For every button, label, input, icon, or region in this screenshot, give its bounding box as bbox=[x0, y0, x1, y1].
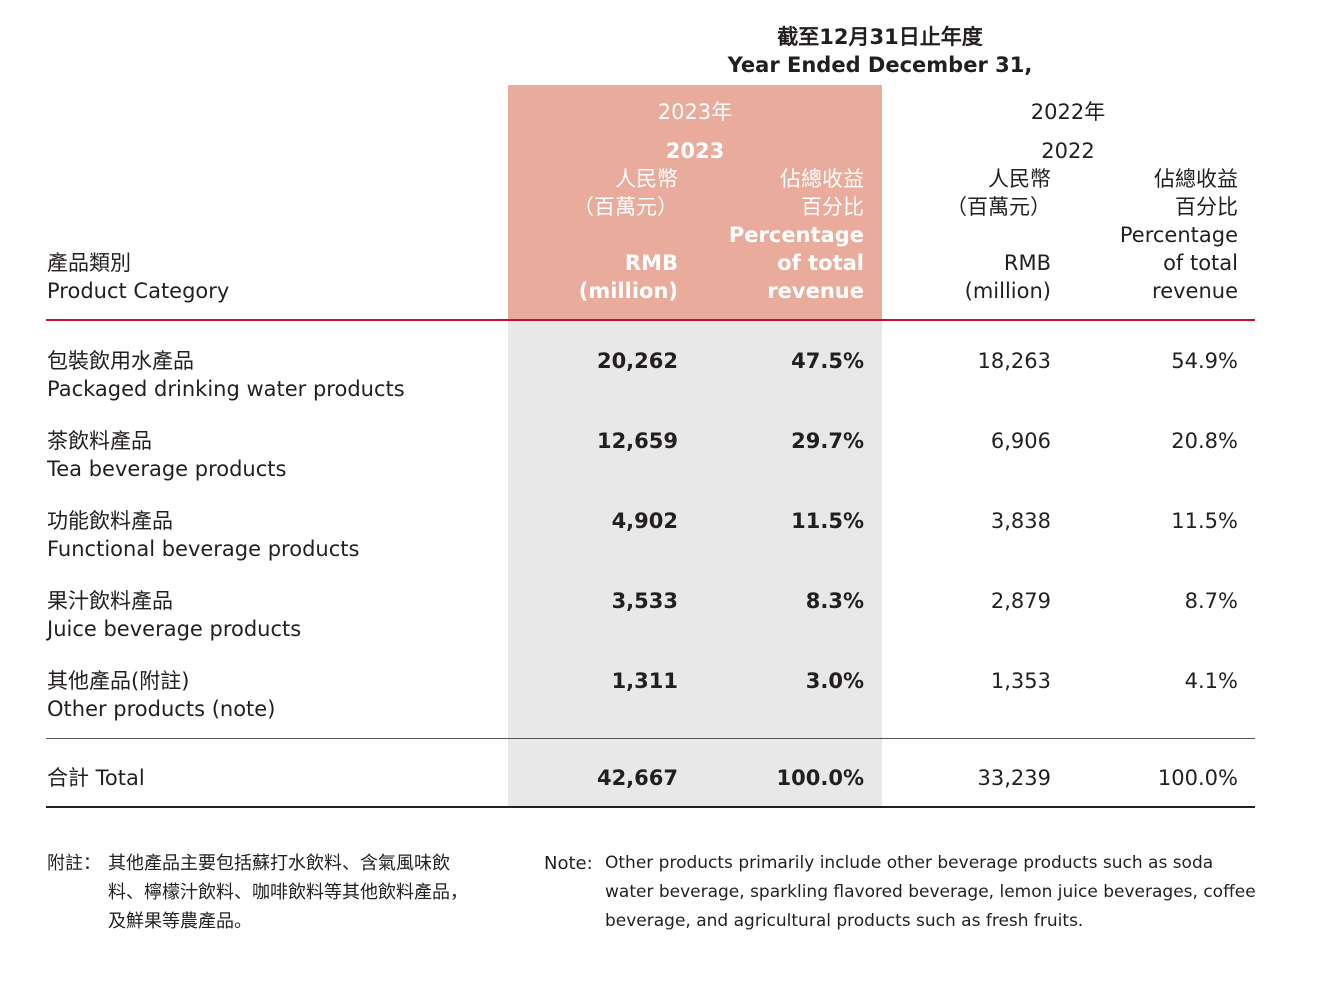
total-label: 合計 Total bbox=[47, 766, 145, 790]
row-rmb-2022: 3,838 bbox=[990, 509, 1051, 533]
table-row: 包裝飲用水產品 Packaged drinking water products… bbox=[0, 347, 1329, 407]
row-rmb-2023: 3,533 bbox=[611, 589, 678, 613]
row-pct-2023: 11.5% bbox=[791, 509, 864, 533]
row-rmb-2022: 6,906 bbox=[990, 429, 1051, 453]
rmb-2022-label-en1: RMB bbox=[1003, 251, 1051, 275]
year-2023-body-shade bbox=[508, 321, 882, 807]
year-2022-zh: 2022年 bbox=[1030, 100, 1106, 124]
note-zh-line1: 其他產品主要包括蘇打水飲料、含氣風味飲 bbox=[108, 853, 450, 874]
rmb-2023-label-en2: (million) bbox=[578, 279, 678, 303]
row-label-en: Functional beverage products bbox=[47, 537, 360, 561]
row-label-zh: 包裝飲用水產品 bbox=[47, 349, 194, 373]
year-2023-en: 2023 bbox=[665, 139, 725, 163]
table-row: 茶飲料產品 Tea beverage products 12,659 29.7%… bbox=[0, 427, 1329, 487]
note-en-line2: water beverage, sparkling flavored bever… bbox=[605, 882, 1256, 902]
row-pct-2023: 3.0% bbox=[805, 669, 864, 693]
pct-2023-label-en2: of total bbox=[777, 251, 864, 275]
row-pct-2022: 20.8% bbox=[1171, 429, 1238, 453]
category-header-zh: 產品類別 bbox=[47, 251, 131, 275]
rmb-2022-label-zh2: （百萬元） bbox=[946, 195, 1051, 219]
row-pct-2022: 54.9% bbox=[1171, 349, 1238, 373]
pct-2023-label-zh1: 佔總收益 bbox=[780, 167, 864, 191]
note-en-prefix: Note: bbox=[544, 853, 593, 874]
row-pct-2022: 8.7% bbox=[1184, 589, 1238, 613]
pct-2022-label-en3: revenue bbox=[1152, 279, 1238, 303]
row-pct-2022: 4.1% bbox=[1184, 669, 1238, 693]
total-pct-2023: 100.0% bbox=[776, 766, 864, 790]
year-2022-en: 2022 bbox=[1041, 139, 1095, 163]
period-header-en: Year Ended December 31, bbox=[727, 53, 1033, 77]
header-rule bbox=[46, 319, 1255, 321]
period-header-zh: 截至12月31日止年度 bbox=[777, 25, 983, 49]
row-label-en: Packaged drinking water products bbox=[47, 377, 405, 401]
note-zh-line2: 料、檸檬汁飲料、咖啡飲料等其他飲料產品， bbox=[108, 882, 468, 903]
row-pct-2023: 8.3% bbox=[805, 589, 864, 613]
pct-2023-label-zh2: 百分比 bbox=[801, 195, 864, 219]
total-rule bbox=[46, 738, 1255, 739]
total-rmb-2022: 33,239 bbox=[977, 766, 1051, 790]
row-label-en: Other products (note) bbox=[47, 697, 276, 721]
table-row: 果汁飲料產品 Juice beverage products 3,533 8.3… bbox=[0, 587, 1329, 647]
rmb-2022-label-zh1: 人民幣 bbox=[988, 167, 1051, 191]
table-row: 功能飲料產品 Functional beverage products 4,90… bbox=[0, 507, 1329, 567]
row-rmb-2022: 2,879 bbox=[990, 589, 1051, 613]
note-en-line1: Other products primarily include other b… bbox=[605, 853, 1214, 873]
rmb-2023-label-zh1: 人民幣 bbox=[615, 167, 678, 191]
rmb-2023-label-en1: RMB bbox=[624, 251, 678, 275]
row-rmb-2023: 20,262 bbox=[596, 349, 678, 373]
total-pct-2022: 100.0% bbox=[1157, 766, 1238, 790]
row-rmb-2023: 1,311 bbox=[611, 669, 678, 693]
rmb-2023-label-zh2: （百萬元） bbox=[573, 195, 678, 219]
total-rmb-2023: 42,667 bbox=[596, 766, 678, 790]
row-pct-2023: 47.5% bbox=[791, 349, 864, 373]
row-label-en: Tea beverage products bbox=[47, 457, 287, 481]
total-row: 合計 Total 42,667 100.0% 33,239 100.0% bbox=[0, 764, 1329, 794]
row-rmb-2023: 12,659 bbox=[596, 429, 678, 453]
table-row: 其他產品(附註) Other products (note) 1,311 3.0… bbox=[0, 667, 1329, 727]
year-2023-header-shade bbox=[508, 85, 882, 321]
row-label-en: Juice beverage products bbox=[47, 617, 302, 641]
pct-2022-label-en2: of total bbox=[1163, 251, 1238, 275]
note-en-line3: beverage, and agricultural products such… bbox=[605, 911, 1084, 931]
category-header-en: Product Category bbox=[47, 279, 230, 303]
note-zh-prefix: 附註： bbox=[47, 853, 101, 874]
row-label-zh: 果汁飲料產品 bbox=[47, 589, 173, 613]
pct-2022-label-en1: Percentage bbox=[1119, 223, 1238, 247]
bottom-rule bbox=[46, 806, 1255, 808]
row-label-zh: 茶飲料產品 bbox=[47, 429, 152, 453]
pct-2022-label-zh1: 佔總收益 bbox=[1154, 167, 1238, 191]
pct-2022-label-zh2: 百分比 bbox=[1175, 195, 1238, 219]
row-label-zh: 功能飲料產品 bbox=[47, 509, 173, 533]
pct-2023-label-en3: revenue bbox=[767, 279, 864, 303]
row-rmb-2022: 18,263 bbox=[977, 349, 1051, 373]
row-rmb-2023: 4,902 bbox=[611, 509, 678, 533]
row-rmb-2022: 1,353 bbox=[990, 669, 1051, 693]
row-label-zh: 其他產品(附註) bbox=[47, 669, 190, 693]
row-pct-2022: 11.5% bbox=[1171, 509, 1238, 533]
rmb-2022-label-en2: (million) bbox=[964, 279, 1051, 303]
pct-2023-label-en1: Percentage bbox=[728, 223, 864, 247]
note-zh-line3: 及鮮果等農產品。 bbox=[108, 911, 252, 932]
row-pct-2023: 29.7% bbox=[791, 429, 864, 453]
year-2023-zh: 2023年 bbox=[657, 100, 733, 124]
